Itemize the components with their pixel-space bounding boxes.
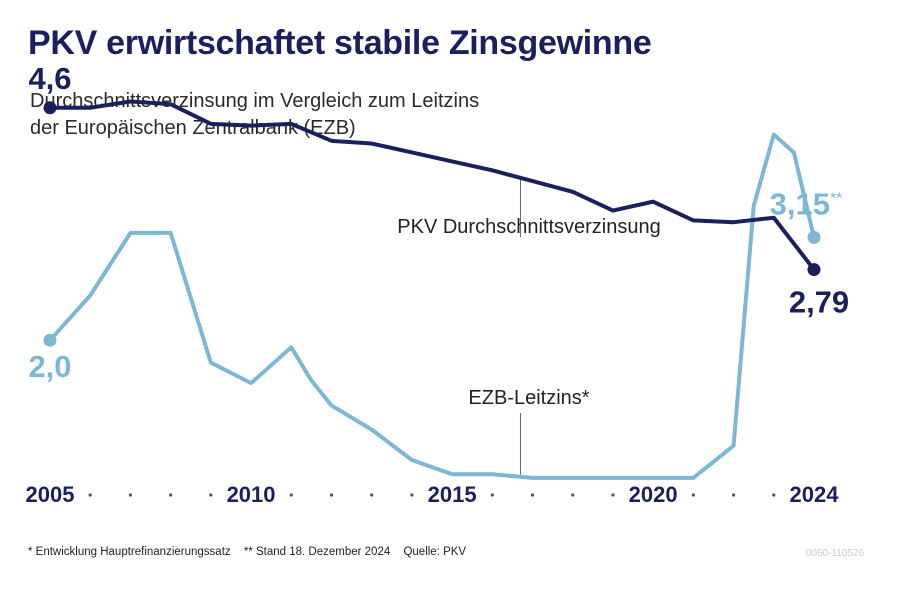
x-axis-dot (611, 493, 615, 497)
x-axis-dot (128, 493, 133, 497)
series-lines (48, 99, 816, 480)
x-tick-label: 2005 (26, 482, 75, 507)
x-axis-dot (329, 493, 334, 497)
annotation-pkv: PKV Durchschnittsverzinsung (397, 216, 660, 238)
series-line-ezb (48, 132, 816, 480)
x-tick-label: 2015 (428, 482, 477, 507)
ezb-value-label: 2,0 (28, 349, 71, 384)
ezb-endpoint (807, 230, 821, 244)
x-axis-dot (209, 493, 213, 497)
footnote-1: * Entwicklung Hauptrefinanzierungssatz (28, 546, 231, 558)
source-note: Quelle: PKV (403, 546, 467, 558)
x-tick-label: 2024 (790, 482, 840, 507)
pkv-value-label: 2,79 (789, 285, 849, 320)
graphic-id: 0060-110526 (805, 548, 864, 559)
x-axis-dot (88, 493, 92, 497)
x-axis-dot (169, 493, 173, 497)
pkv-value-label: 4,6 (28, 61, 71, 96)
end-points (43, 101, 821, 347)
x-axis-dots (88, 493, 776, 497)
x-axis-dot (530, 493, 535, 497)
x-axis-ticks: 2005 2010 2015 2020 2024 (26, 482, 840, 507)
x-axis-dot (691, 493, 695, 497)
ezb-value-label: 3,15** (770, 186, 843, 221)
footnote-2: ** Stand 18. Dezember 2024 (243, 546, 391, 558)
x-tick-label: 2020 (629, 482, 678, 507)
annotation-ezb: EZB-Leitzins* (468, 387, 589, 409)
pkv-endpoint (43, 101, 57, 115)
pkv-endpoint (807, 263, 821, 277)
chart-subtitle: Durchschnittsverzinsung im Vergleich zum… (30, 88, 479, 142)
x-axis-dot (490, 493, 494, 497)
x-axis-dot (410, 493, 414, 497)
x-axis-dot (289, 493, 293, 497)
x-axis-dot (731, 493, 736, 497)
subtitle-line-2: der Europäischen Zentralbank (EZB) (30, 117, 356, 139)
ezb-endpoint (43, 333, 57, 347)
x-axis-dot (772, 493, 776, 497)
series-annotations: PKV Durchschnittsverzinsung EZB-Leitzins* (397, 175, 661, 475)
x-axis-dot (571, 493, 575, 497)
series-line-pkv (48, 99, 816, 272)
footer-notes: * Entwicklung Hauptrefinanzierungssatz *… (28, 546, 476, 558)
x-axis-dot (370, 493, 374, 497)
value-labels: 4,6 2,79 2,0 3,15** (28, 61, 849, 384)
subtitle-line-1: Durchschnittsverzinsung im Vergleich zum… (30, 90, 480, 112)
chart-title: PKV erwirtschaftet stabile Zinsgewinne (28, 24, 652, 62)
x-tick-label: 2010 (227, 482, 276, 507)
